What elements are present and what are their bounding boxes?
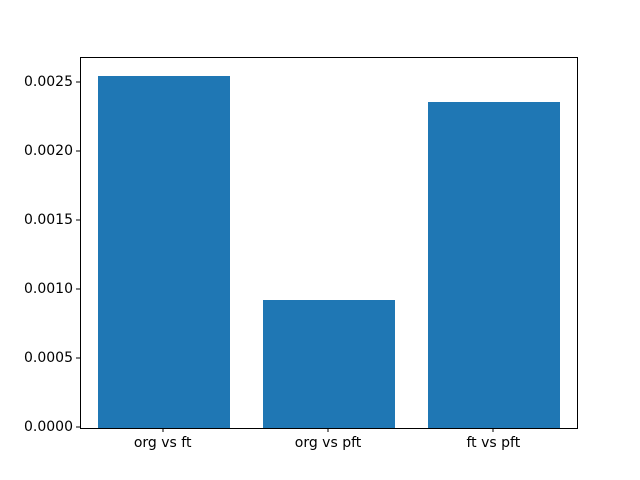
bar-ft-vs-pft [428, 101, 561, 428]
bar-org-vs-ft [97, 75, 230, 428]
y-tick-label: 0.0020 [24, 142, 73, 159]
x-tick-label: ft vs pft [466, 435, 521, 451]
bar-org-vs-pft [262, 299, 396, 428]
x-tick-mark [327, 428, 329, 432]
y-tick-label: 0.0015 [24, 211, 73, 228]
y-tick-mark [76, 357, 80, 359]
y-tick-mark [76, 150, 80, 152]
y-tick-label: 0.0005 [24, 349, 73, 366]
y-tick-label: 0.0000 [24, 419, 73, 435]
x-tick-label: org vs ft [133, 435, 192, 451]
y-tick-mark [76, 219, 80, 221]
y-tick-label: 0.0010 [24, 280, 73, 297]
y-tick-mark [76, 426, 80, 428]
x-tick-mark [162, 428, 164, 432]
y-tick-mark [76, 81, 80, 83]
x-tick-mark [492, 428, 494, 432]
x-tick-label: org vs pft [294, 435, 362, 451]
y-tick-label: 0.0025 [24, 73, 73, 90]
y-tick-mark [76, 288, 80, 290]
plot-area [80, 57, 578, 429]
